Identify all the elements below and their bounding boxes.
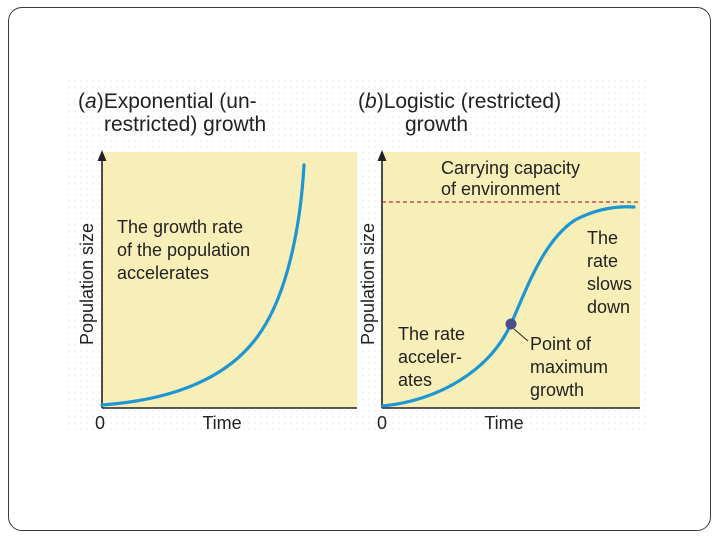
panel-a-letter: a (85, 90, 97, 113)
panel-a-annotation-line2: of the population (117, 240, 250, 260)
panel-b: (b)Logistic (restricted) growth Populati… (358, 90, 640, 433)
panel-a-title-line1: (a)Exponential (un- (78, 90, 257, 113)
panel-b-accel-label-line1: The rate (398, 324, 465, 344)
panel-a-y-axis-arrow (97, 150, 107, 161)
panel-b-plot-area (382, 152, 640, 408)
panel-b-y-axis-arrow (377, 150, 387, 161)
panel-a-xlabel: Time (202, 413, 241, 433)
panel-b-title-line2: growth (405, 113, 468, 136)
panel-a-exponential-curve (100, 163, 306, 407)
panel-b-logistic-curve (381, 205, 636, 408)
panel-b-inflection-point (505, 318, 517, 330)
panel-b-title-line1: (b)Logistic (restricted) (358, 90, 561, 113)
panel-b-letter: b (365, 90, 377, 113)
panel-b-xlabel: Time (484, 413, 523, 433)
panel-b-slows-label-line1: The (587, 228, 618, 248)
panel-b-slows-label-line3: slows (587, 274, 632, 294)
panel-b-capacity-label-line2: of environment (441, 179, 560, 199)
panel-a-annotation-line1: The growth rate (117, 217, 243, 237)
panel-b-origin: 0 (377, 413, 387, 433)
panel-b-accel-label-line3: ates (398, 370, 432, 390)
panel-b-inflection-label-line3: growth (530, 380, 584, 400)
panel-b-slows-label-line4: down (587, 297, 630, 317)
panel-b-inflection-label-line2: maximum (530, 357, 608, 377)
panel-b-accel-label-line2: acceler- (398, 347, 462, 367)
panel-b-capacity-label-line1: Carrying capacity (441, 158, 580, 178)
panel-a-ylabel: Population size (77, 223, 97, 345)
panel-a-title-text: Exponential (un- (104, 90, 257, 113)
panel-b-title-text: Logistic (restricted) (384, 90, 561, 113)
panel-b-inflection-label-line1: Point of (530, 334, 592, 354)
panel-a-annotation-line3: accelerates (117, 263, 209, 283)
panel-a: (a)Exponential (un- restricted) growth P… (77, 90, 357, 433)
panel-b-ylabel: Population size (358, 223, 378, 345)
panel-a-origin: 0 (95, 413, 105, 433)
panel-a-title-line2: restricted) growth (104, 113, 266, 136)
panel-b-slows-label-line2: rate (587, 251, 618, 271)
panel-b-inflection-leader (513, 328, 529, 342)
